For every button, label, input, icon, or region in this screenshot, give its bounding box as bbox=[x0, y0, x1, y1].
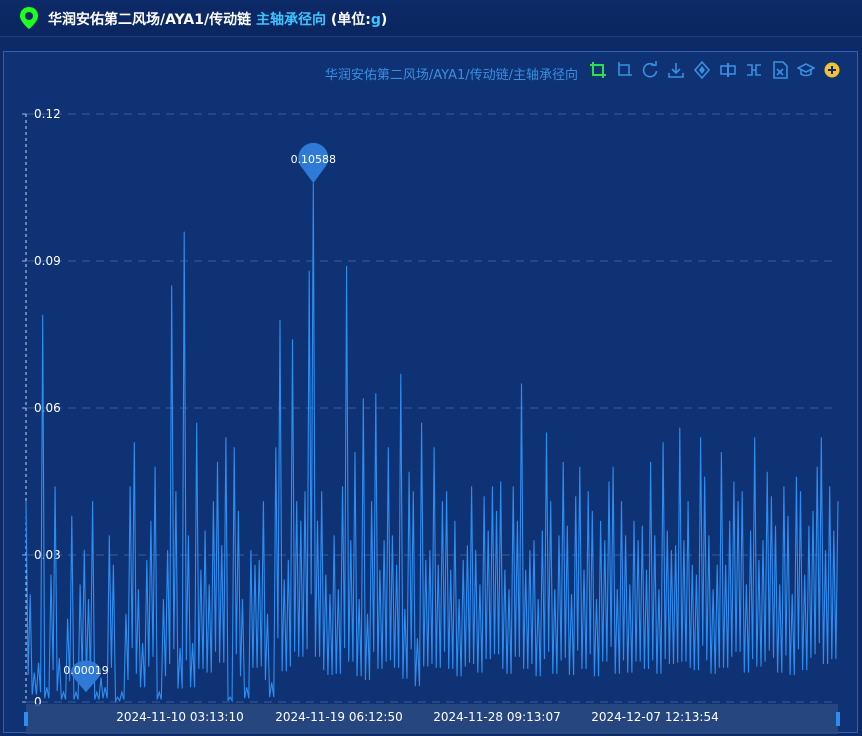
crop-icon[interactable] bbox=[588, 60, 608, 80]
crop-reset-icon[interactable] bbox=[614, 60, 634, 80]
zoom-slider-handle-left bbox=[24, 712, 28, 726]
series-line bbox=[25, 183, 839, 703]
unit-suffix: ) bbox=[380, 12, 388, 28]
y-tick-label: 0.03 bbox=[34, 548, 61, 562]
graduation-cap-icon[interactable] bbox=[796, 60, 816, 80]
split-h-icon[interactable] bbox=[718, 60, 738, 80]
file-x-icon[interactable] bbox=[770, 60, 790, 80]
unit-prefix: (单位: bbox=[330, 12, 371, 28]
plus-circle-icon[interactable] bbox=[822, 60, 842, 80]
y-tick-label: 0.12 bbox=[34, 107, 61, 121]
y-tick-label: 0 bbox=[34, 695, 42, 709]
page-title: 华润安佑第二风场/AYA1/传动链 主轴承径向 (单位:g) bbox=[48, 9, 387, 29]
y-tick-label: 0.09 bbox=[34, 254, 61, 268]
max-marker-pin bbox=[298, 142, 329, 184]
zoom-slider-handle-right bbox=[836, 712, 840, 726]
min-marker-pin bbox=[71, 660, 101, 693]
unit-value: g bbox=[370, 12, 381, 28]
diamond-icon[interactable] bbox=[692, 60, 712, 80]
split-v-icon[interactable] bbox=[744, 60, 764, 80]
title-measure: 主轴承径向 bbox=[255, 12, 326, 28]
x-tick-label: 2024-12-07 12:13:54 bbox=[591, 710, 718, 724]
x-tick-label: 2024-11-10 03:13:10 bbox=[116, 710, 243, 724]
header-bar: 华润安佑第二风场/AYA1/传动链 主轴承径向 (单位:g) bbox=[0, 0, 862, 37]
title-path: 华润安佑第二风场/AYA1/传动链 bbox=[48, 12, 252, 28]
location-pin-icon bbox=[20, 7, 38, 29]
x-tick-label: 2024-11-19 06:12:50 bbox=[275, 710, 402, 724]
y-tick-label: 0.06 bbox=[34, 401, 61, 415]
max-marker-label: 0.10588 bbox=[291, 153, 337, 166]
chart-toolbar bbox=[588, 59, 842, 81]
refresh-icon[interactable] bbox=[640, 60, 660, 80]
x-tick-label: 2024-11-28 09:13:07 bbox=[433, 710, 560, 724]
min-marker-label: 0.00019 bbox=[63, 664, 109, 677]
zoom-slider-track bbox=[26, 704, 838, 734]
download-icon[interactable] bbox=[666, 60, 686, 80]
chart-title: 华润安佑第二风场/AYA1/传动链/主轴承径向 bbox=[324, 68, 578, 83]
